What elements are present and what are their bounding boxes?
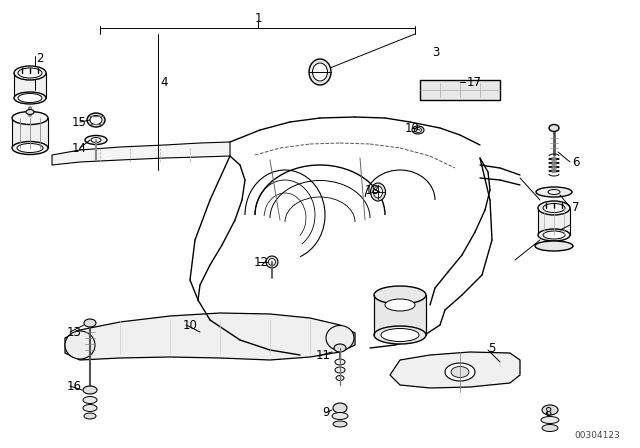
Ellipse shape — [65, 331, 95, 359]
Ellipse shape — [17, 143, 43, 152]
Ellipse shape — [541, 417, 559, 423]
Polygon shape — [52, 142, 230, 165]
Text: 00304123: 00304123 — [574, 431, 620, 439]
Ellipse shape — [535, 241, 573, 251]
Ellipse shape — [548, 190, 560, 194]
Ellipse shape — [85, 135, 107, 145]
Polygon shape — [420, 80, 500, 100]
Ellipse shape — [374, 186, 383, 198]
Text: 16: 16 — [67, 379, 82, 392]
Text: 12: 12 — [254, 255, 269, 268]
Ellipse shape — [266, 256, 278, 268]
Ellipse shape — [538, 229, 570, 241]
Polygon shape — [12, 118, 48, 148]
Ellipse shape — [91, 138, 101, 142]
Text: 5: 5 — [488, 341, 495, 354]
Ellipse shape — [312, 63, 328, 81]
Text: 17: 17 — [467, 76, 482, 89]
Ellipse shape — [12, 142, 48, 155]
Text: 4: 4 — [160, 76, 168, 89]
Polygon shape — [14, 73, 46, 98]
Ellipse shape — [445, 363, 475, 381]
Ellipse shape — [309, 59, 331, 85]
Polygon shape — [538, 208, 570, 235]
Ellipse shape — [14, 92, 46, 104]
Ellipse shape — [536, 187, 572, 197]
Ellipse shape — [543, 203, 565, 212]
Ellipse shape — [326, 326, 354, 350]
Ellipse shape — [18, 94, 42, 103]
Ellipse shape — [90, 116, 102, 125]
Text: 18: 18 — [365, 184, 380, 197]
Ellipse shape — [269, 258, 275, 266]
Ellipse shape — [415, 128, 422, 133]
Text: 8: 8 — [544, 405, 552, 418]
Ellipse shape — [83, 405, 97, 412]
Ellipse shape — [332, 413, 348, 419]
Ellipse shape — [336, 375, 344, 380]
Ellipse shape — [412, 126, 424, 134]
Ellipse shape — [374, 286, 426, 304]
Text: 1: 1 — [254, 12, 262, 25]
Ellipse shape — [542, 425, 558, 431]
Ellipse shape — [543, 231, 565, 239]
Ellipse shape — [335, 367, 345, 373]
Ellipse shape — [451, 366, 469, 378]
Text: 6: 6 — [572, 155, 579, 168]
Ellipse shape — [12, 112, 48, 125]
Ellipse shape — [335, 359, 345, 365]
Ellipse shape — [18, 68, 42, 78]
Polygon shape — [374, 295, 426, 335]
Ellipse shape — [334, 344, 346, 352]
Ellipse shape — [83, 396, 97, 404]
Polygon shape — [65, 313, 355, 360]
Text: 10: 10 — [183, 319, 198, 332]
Ellipse shape — [14, 66, 46, 80]
Ellipse shape — [549, 125, 559, 132]
Ellipse shape — [374, 326, 426, 344]
Text: 15: 15 — [72, 116, 87, 129]
Ellipse shape — [333, 403, 347, 413]
Text: 19: 19 — [405, 121, 420, 134]
Ellipse shape — [333, 421, 347, 427]
Ellipse shape — [371, 183, 385, 201]
Ellipse shape — [542, 405, 558, 415]
Ellipse shape — [385, 299, 415, 311]
Ellipse shape — [84, 413, 96, 419]
Ellipse shape — [83, 386, 97, 394]
Ellipse shape — [538, 201, 570, 215]
Text: 2: 2 — [36, 52, 44, 65]
Ellipse shape — [26, 109, 34, 115]
Ellipse shape — [87, 113, 105, 127]
Text: 11: 11 — [316, 349, 331, 362]
Text: 7: 7 — [572, 201, 579, 214]
Text: 14: 14 — [72, 142, 87, 155]
Ellipse shape — [381, 328, 419, 341]
Text: 13: 13 — [67, 326, 82, 339]
Text: 9: 9 — [322, 405, 330, 418]
Text: 3: 3 — [432, 46, 440, 59]
Ellipse shape — [84, 319, 96, 327]
Polygon shape — [390, 352, 520, 388]
